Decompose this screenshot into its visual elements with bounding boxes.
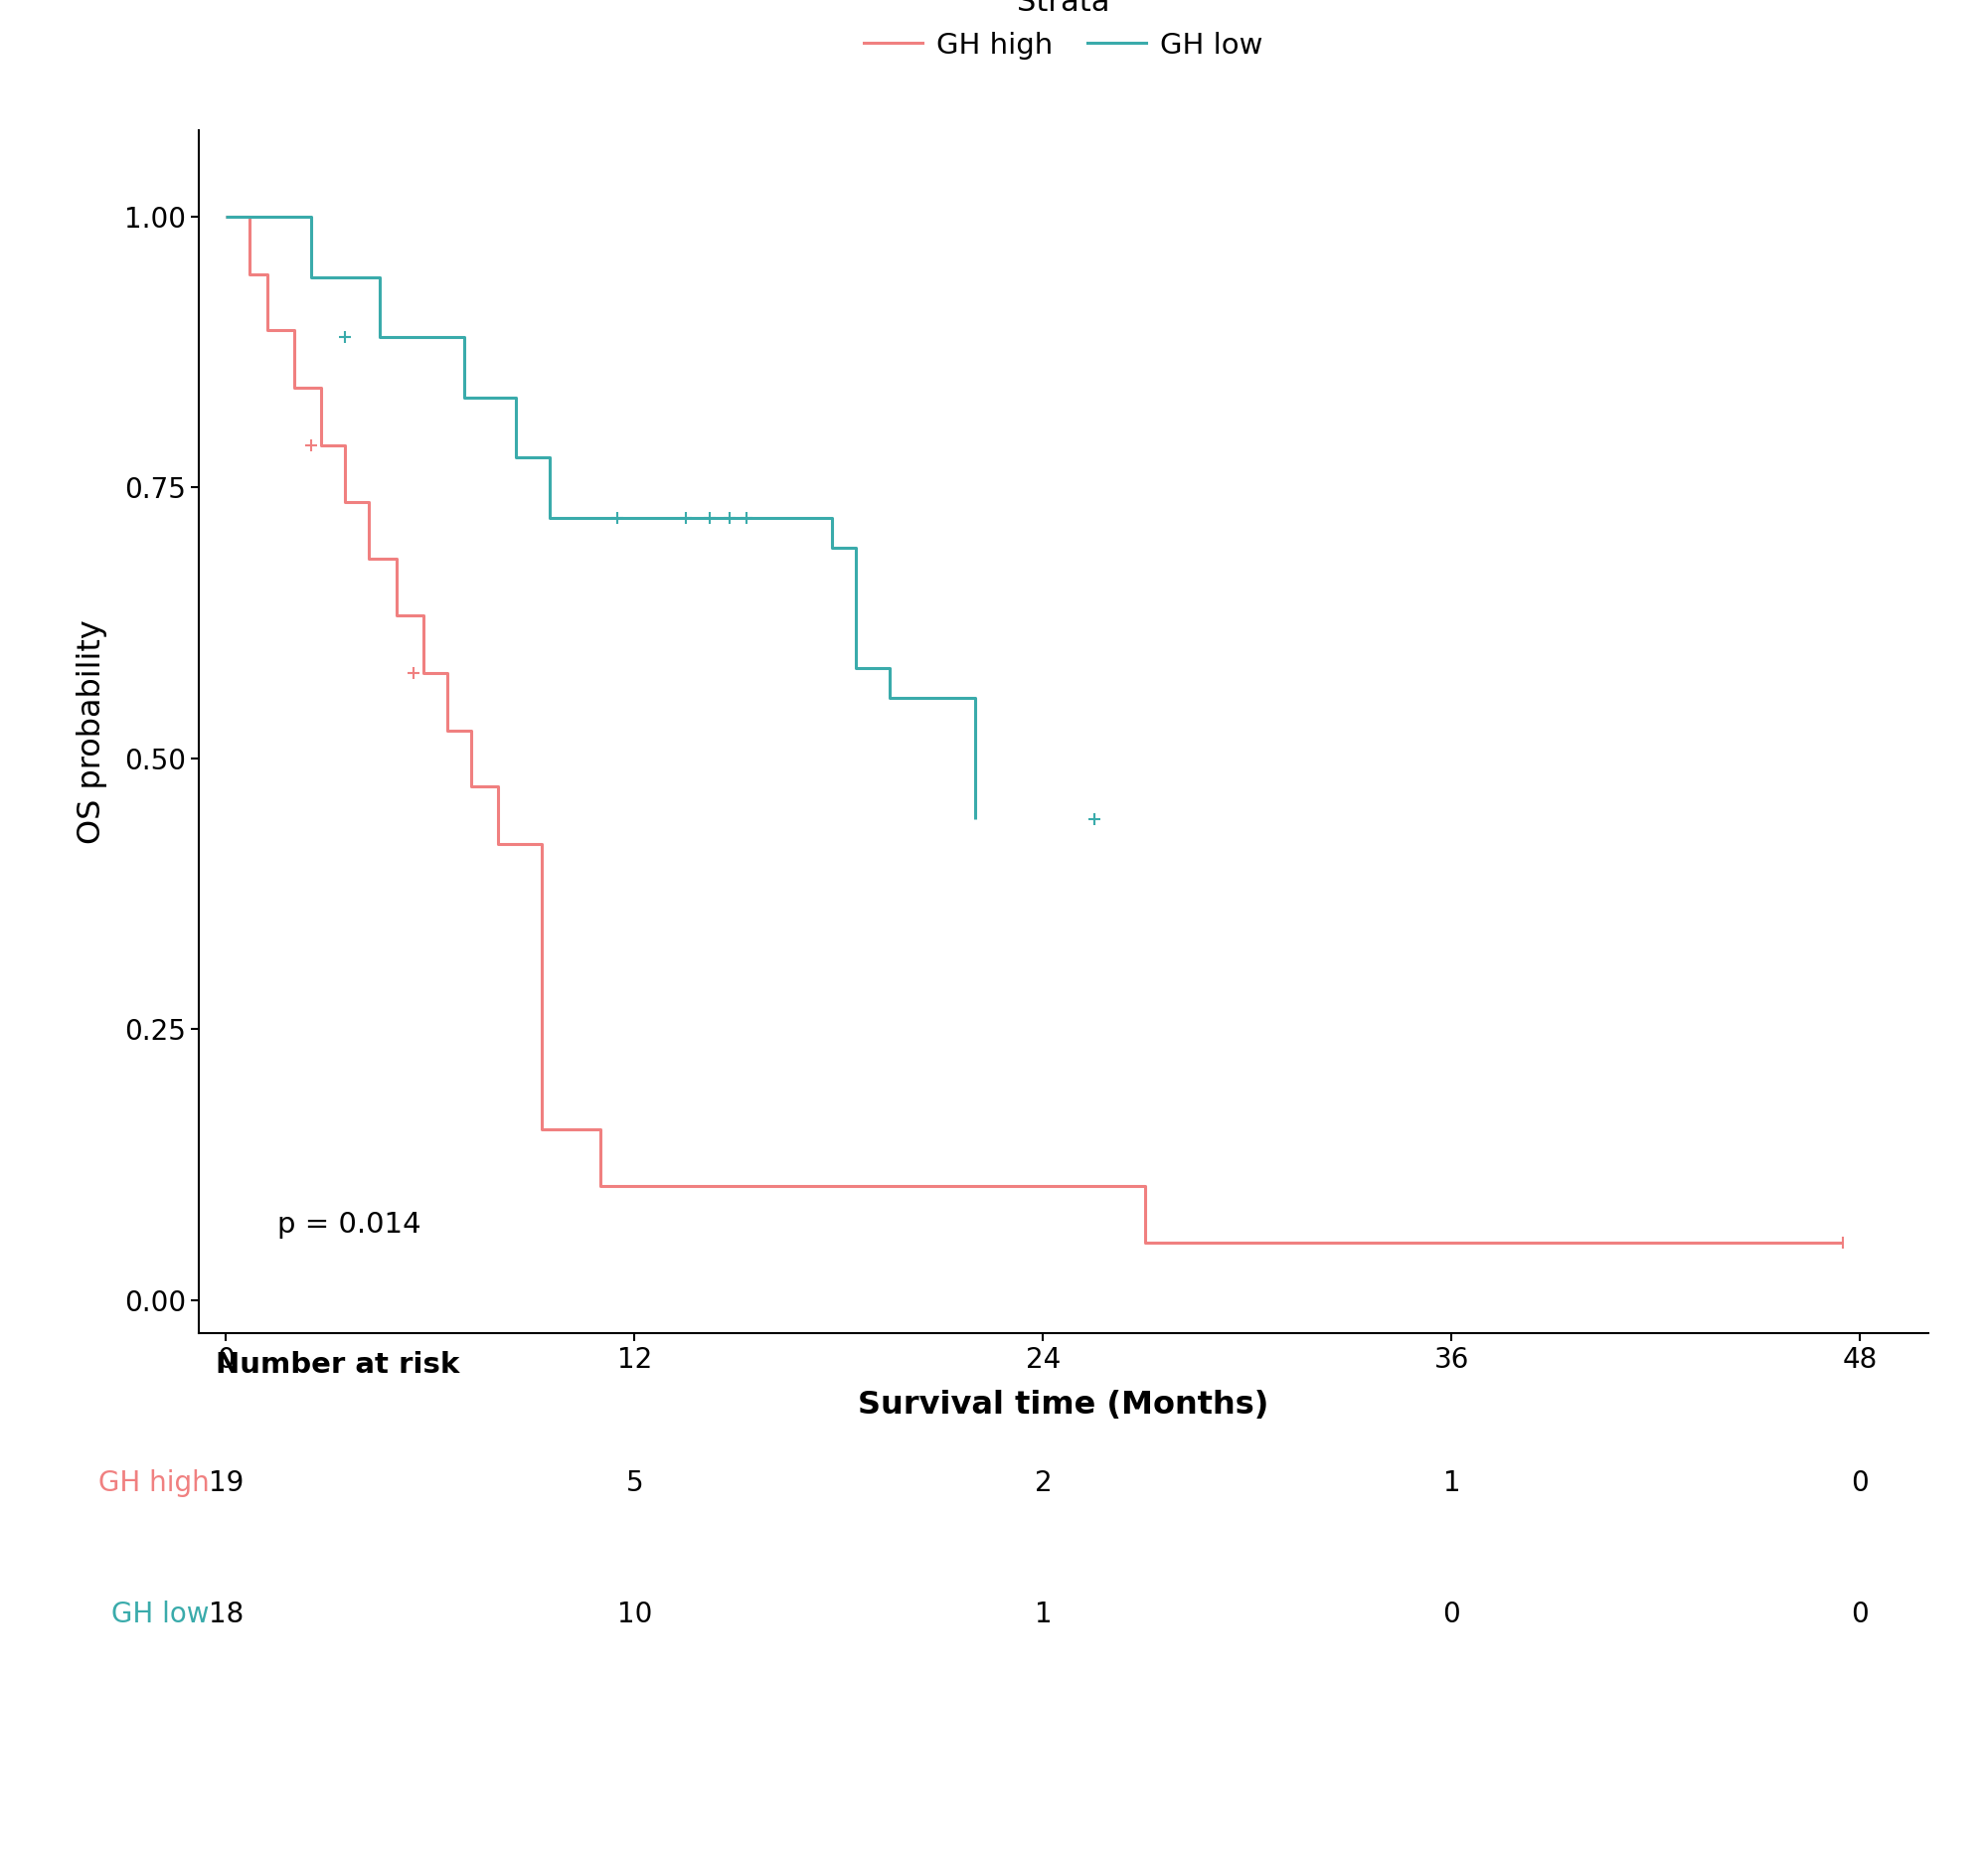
Text: 0: 0 <box>1851 1469 1869 1497</box>
Text: 1: 1 <box>1034 1601 1052 1629</box>
Y-axis label: OS probability: OS probability <box>78 618 107 843</box>
Text: GH high: GH high <box>97 1469 209 1497</box>
Legend: GH high, GH low: GH high, GH low <box>865 0 1262 59</box>
Text: GH low: GH low <box>111 1601 209 1629</box>
Text: 10: 10 <box>616 1601 652 1629</box>
Text: 1: 1 <box>1443 1469 1461 1497</box>
Text: 0: 0 <box>1443 1601 1461 1629</box>
Text: 5: 5 <box>626 1469 644 1497</box>
Text: p = 0.014: p = 0.014 <box>276 1211 421 1239</box>
Text: 19: 19 <box>209 1469 245 1497</box>
Text: 2: 2 <box>1034 1469 1052 1497</box>
X-axis label: Survival time (Months): Survival time (Months) <box>859 1391 1268 1421</box>
Text: 0: 0 <box>1851 1601 1869 1629</box>
Text: 18: 18 <box>209 1601 245 1629</box>
Text: Number at risk: Number at risk <box>217 1352 459 1380</box>
